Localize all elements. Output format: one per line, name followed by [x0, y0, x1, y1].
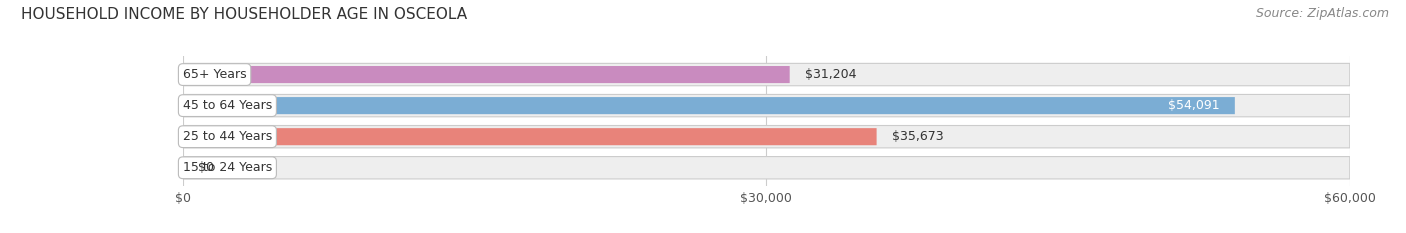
FancyBboxPatch shape [183, 94, 1350, 117]
FancyBboxPatch shape [183, 97, 1234, 114]
Text: 15 to 24 Years: 15 to 24 Years [183, 161, 271, 174]
FancyBboxPatch shape [183, 157, 1350, 179]
FancyBboxPatch shape [183, 128, 876, 145]
FancyBboxPatch shape [183, 126, 1350, 148]
Text: $31,204: $31,204 [806, 68, 856, 81]
Text: HOUSEHOLD INCOME BY HOUSEHOLDER AGE IN OSCEOLA: HOUSEHOLD INCOME BY HOUSEHOLDER AGE IN O… [21, 7, 467, 22]
Text: 65+ Years: 65+ Years [183, 68, 246, 81]
Text: Source: ZipAtlas.com: Source: ZipAtlas.com [1256, 7, 1389, 20]
Text: $35,673: $35,673 [893, 130, 943, 143]
Text: 25 to 44 Years: 25 to 44 Years [183, 130, 271, 143]
Text: 45 to 64 Years: 45 to 64 Years [183, 99, 271, 112]
Text: $54,091: $54,091 [1167, 99, 1219, 112]
FancyBboxPatch shape [183, 63, 1350, 86]
FancyBboxPatch shape [183, 66, 790, 83]
Text: $0: $0 [198, 161, 214, 174]
